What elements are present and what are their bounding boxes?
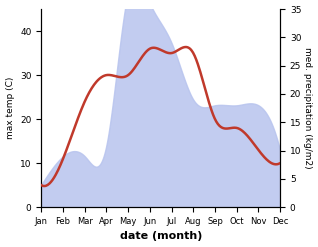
- Y-axis label: med. precipitation (kg/m2): med. precipitation (kg/m2): [303, 47, 313, 169]
- Y-axis label: max temp (C): max temp (C): [5, 77, 15, 139]
- X-axis label: date (month): date (month): [120, 231, 202, 242]
